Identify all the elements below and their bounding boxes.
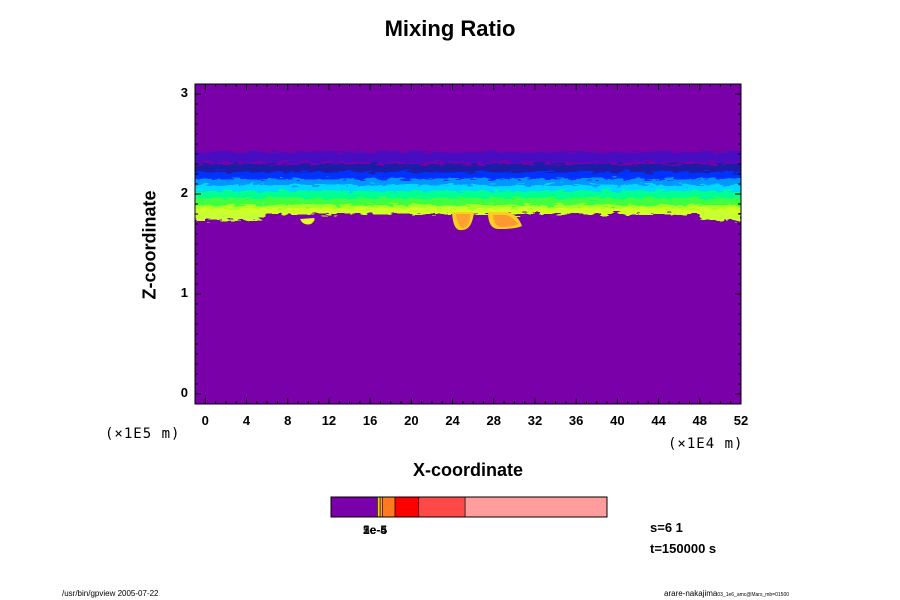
x-axis-label: X-coordinate <box>412 460 523 480</box>
colorbar-segment <box>382 496 396 518</box>
x-tick-label: 12 <box>321 413 337 428</box>
y-axis-label: Z-coordinate <box>139 190 160 300</box>
x-tick-label: 44 <box>651 413 666 428</box>
x-tick-label: 0 <box>201 413 209 428</box>
footer-left: /usr/bin/gpview 2005-07-22 <box>62 589 159 598</box>
x-tick-label: 40 <box>610 413 625 428</box>
footer-right: arare-nakajima03_1e6_amc@Mars_mb=01500 <box>664 589 790 598</box>
info-s: s=6 1 <box>650 520 683 535</box>
colorbar-segment <box>394 496 420 518</box>
x-tick-label: 24 <box>445 413 460 428</box>
y-tick-label: 0 <box>180 385 188 400</box>
x-tick-label: 20 <box>404 413 419 428</box>
x-tick-label: 8 <box>284 413 292 428</box>
x-tick-label: 36 <box>568 413 584 428</box>
y-tick-label: 3 <box>180 85 188 100</box>
colorbar-label: 2e-5 <box>363 523 388 537</box>
colorbar-label: 1e-5 <box>363 523 388 537</box>
x-tick-label: 4 <box>242 413 251 428</box>
x-tick-label: 16 <box>362 413 378 428</box>
x-unit-label: (×1E4 m) <box>668 436 744 452</box>
info-t: t=150000 s <box>650 541 717 556</box>
x-tick-label: 32 <box>527 413 543 428</box>
plot-background <box>195 84 741 404</box>
y-tick-label: 2 <box>180 185 188 200</box>
x-tick-label: 52 <box>733 413 749 428</box>
colorbar-segment <box>379 496 383 518</box>
x-tick-label: 28 <box>486 413 501 428</box>
colorbar-label: 5e-4 <box>363 523 388 537</box>
x-tick-label: 48 <box>692 413 708 428</box>
mixing-ratio-field <box>195 152 741 231</box>
y-tick-label: 1 <box>180 285 188 300</box>
chart-title: Mixing Ratio <box>384 16 516 41</box>
axis-ticks <box>195 84 742 404</box>
y-unit-label: (×1E5 m) <box>105 426 181 442</box>
colorbar-segment <box>377 496 381 518</box>
colorbar-segment <box>330 496 378 518</box>
colorbar <box>330 496 608 518</box>
colorbar-segment <box>418 496 466 518</box>
colorbar-segment <box>464 496 608 518</box>
